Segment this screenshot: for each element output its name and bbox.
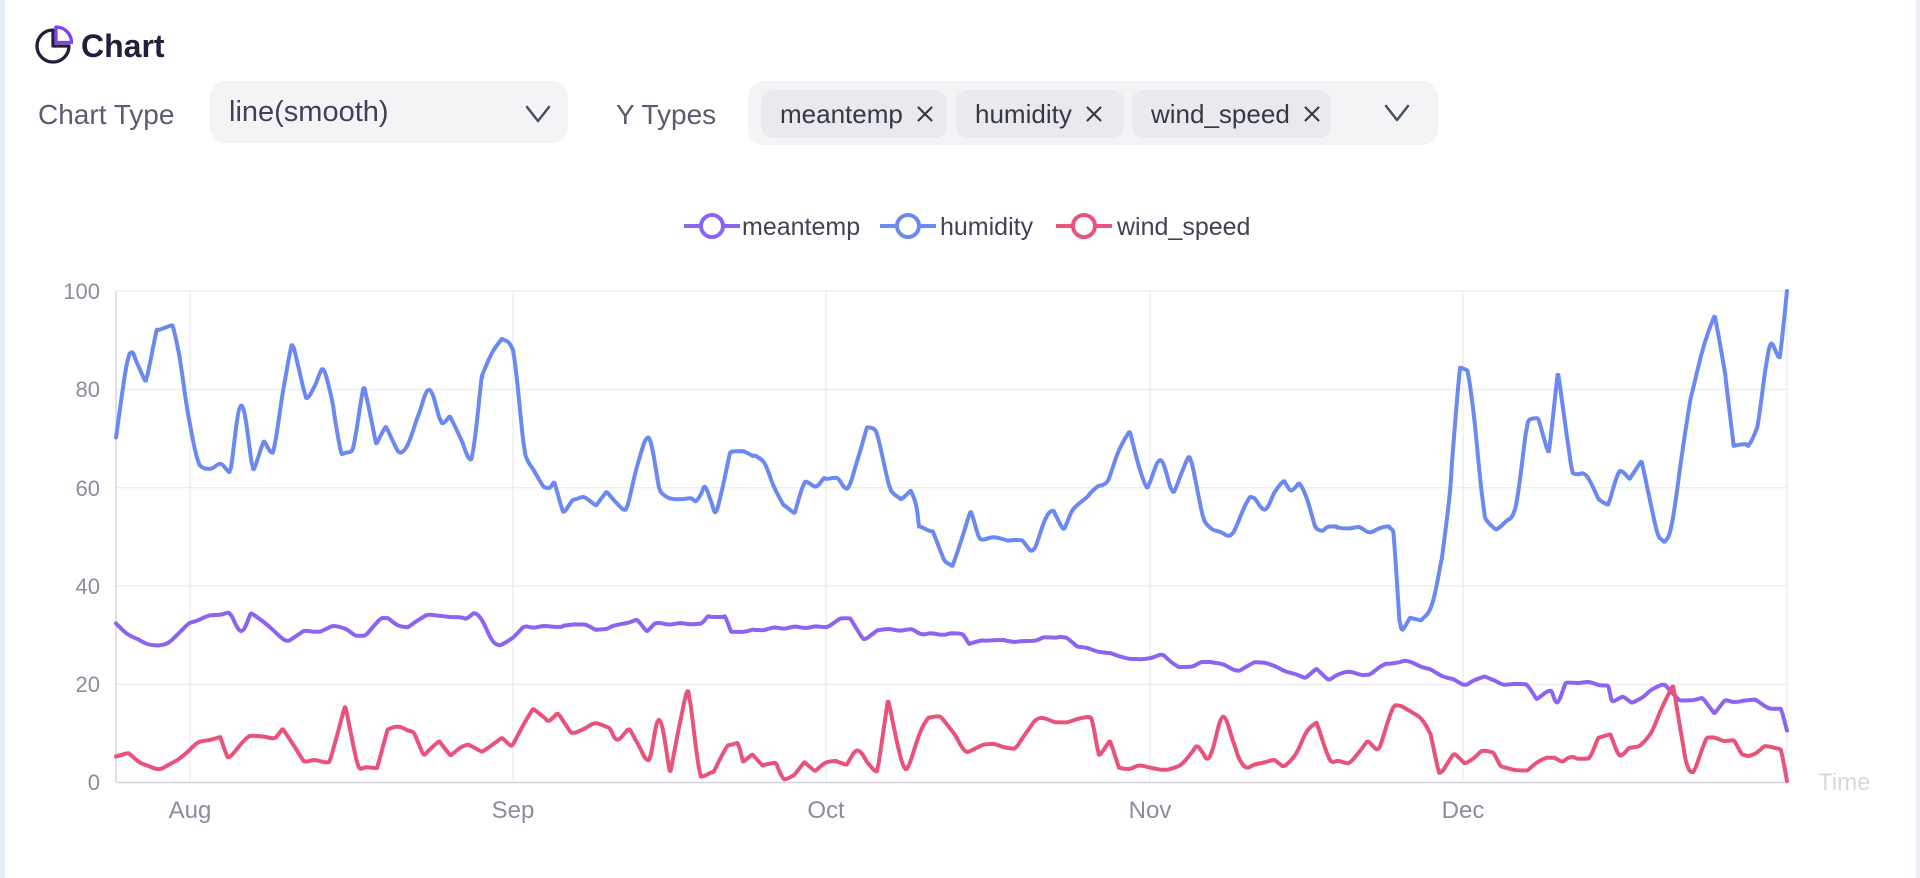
svg-text:Dec: Dec — [1442, 797, 1485, 824]
svg-text:40: 40 — [76, 574, 100, 599]
svg-text:Time: Time — [1818, 769, 1870, 796]
svg-text:Oct: Oct — [807, 797, 845, 824]
svg-text:meantemp: meantemp — [742, 213, 860, 241]
svg-text:20: 20 — [76, 672, 100, 697]
svg-text:100: 100 — [63, 279, 100, 304]
svg-text:60: 60 — [76, 476, 100, 501]
svg-text:Aug: Aug — [169, 797, 212, 824]
svg-text:wind_speed: wind_speed — [1116, 213, 1250, 241]
svg-text:0: 0 — [88, 770, 100, 795]
svg-text:80: 80 — [76, 377, 100, 402]
svg-text:Nov: Nov — [1129, 797, 1172, 824]
svg-text:humidity: humidity — [940, 213, 1034, 241]
svg-text:Sep: Sep — [492, 797, 535, 824]
